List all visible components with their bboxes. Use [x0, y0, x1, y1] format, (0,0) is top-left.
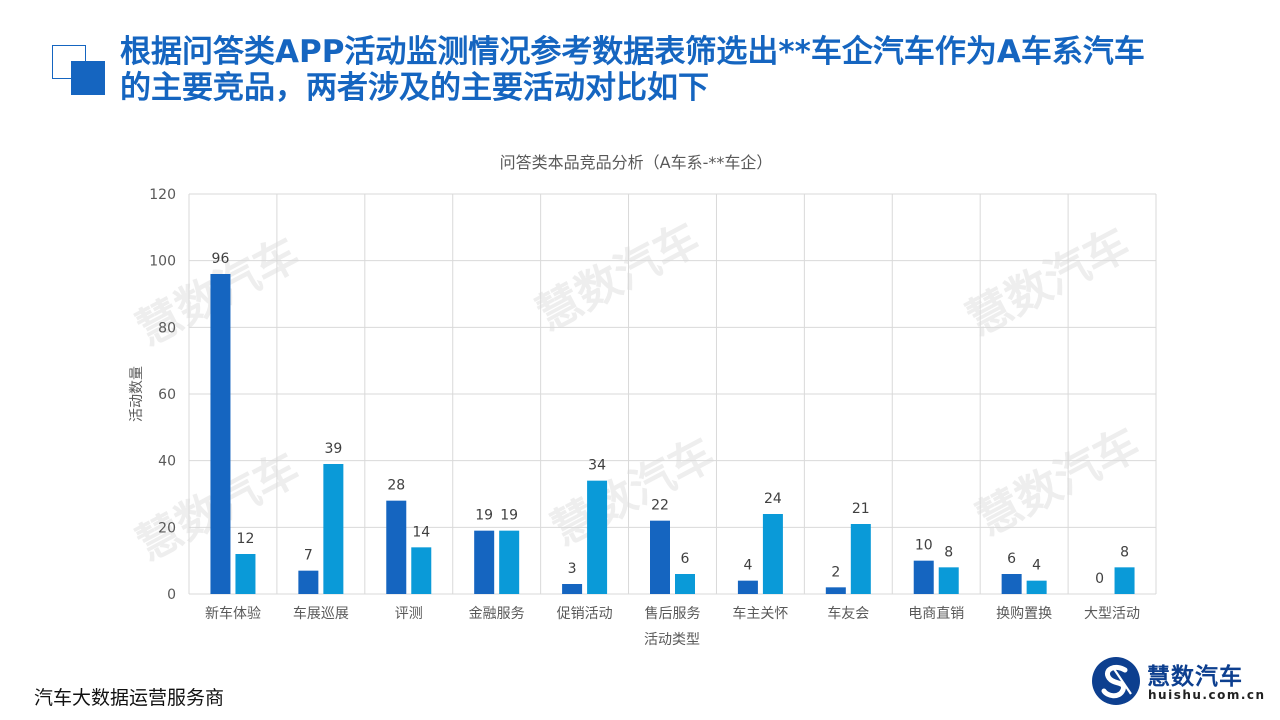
page-title-line1: 根据问答类APP活动监测情况参考数据表筛选出**车企汽车作为A车系汽车	[120, 34, 1145, 70]
data-label-s2-6: 24	[764, 491, 782, 507]
bar-s2-0	[235, 554, 256, 594]
y-axis-title: 活动数量	[129, 366, 145, 422]
title-deco-solid-square	[71, 61, 105, 95]
title-decoration	[52, 45, 108, 99]
watermark-text-4: 慧数汽车	[544, 428, 723, 556]
logo-brand-name: 慧数汽车	[1147, 664, 1243, 690]
x-category-label-0: 新车体验	[205, 605, 261, 622]
footer-tagline: 汽车大数据运营服务商	[34, 687, 225, 709]
data-label-s2-1: 39	[324, 441, 342, 457]
x-category-label-5: 售后服务	[645, 606, 701, 622]
bar-s2-5	[675, 574, 695, 594]
bar-s2-3	[499, 530, 520, 594]
y-tick-label-120: 120	[149, 187, 176, 203]
data-label-s1-10: 0	[1095, 571, 1104, 587]
bar-s1-1	[298, 570, 319, 594]
data-label-s2-5: 6	[681, 551, 690, 567]
y-tick-label-20: 20	[158, 520, 176, 536]
page-title-line2: 的主要竞品，两者涉及的主要活动对比如下	[120, 70, 709, 106]
brand-logo: 慧数汽车 huishu.com.cn	[1090, 655, 1264, 711]
bar-s1-4	[562, 584, 583, 594]
bar-s1-0	[210, 274, 231, 594]
logo-url-text: huishu.com.cn	[1148, 688, 1266, 702]
data-label-s1-6: 4	[743, 558, 752, 574]
data-label-s2-9: 4	[1032, 558, 1041, 574]
data-label-s2-10: 8	[1120, 544, 1129, 560]
bar-s2-7	[850, 524, 871, 594]
data-label-s2-0: 12	[237, 531, 255, 547]
data-label-s1-4: 3	[568, 561, 577, 577]
data-label-s1-8: 10	[915, 538, 933, 554]
y-tick-label-100: 100	[149, 254, 176, 270]
data-label-s2-7: 21	[852, 501, 870, 517]
bar-s2-2	[411, 547, 432, 594]
x-category-label-8: 电商直销	[908, 605, 964, 622]
page-title: 根据问答类APP活动监测情况参考数据表筛选出**车企汽车作为A车系汽车 的主要竞…	[120, 34, 1240, 106]
bar-s1-2	[386, 500, 407, 594]
bar-s1-9	[1001, 574, 1022, 594]
bar-s1-5	[650, 520, 670, 594]
chart-title: 问答类本品竞品分析（A车系-**车企）	[500, 153, 773, 172]
data-label-s1-9: 6	[1007, 551, 1016, 567]
data-label-s2-3: 19	[500, 508, 518, 524]
data-label-s1-5: 22	[651, 498, 669, 514]
bar-s2-1	[323, 464, 344, 594]
y-tick-label-40: 40	[158, 454, 176, 470]
watermark-text-1: 慧数汽车	[529, 213, 708, 341]
x-category-label-3: 金融服务	[469, 606, 525, 622]
x-category-label-4: 促销活动	[557, 606, 613, 622]
bar-s1-6	[737, 580, 758, 594]
chart-grid	[188, 193, 1157, 595]
x-category-label-1: 车展巡展	[293, 605, 349, 622]
bar-s2-4	[587, 480, 608, 594]
data-label-s1-7: 2	[831, 564, 840, 580]
watermark-layer: 慧数汽车慧数汽车慧数汽车慧数汽车慧数汽车慧数汽车	[129, 213, 1148, 571]
x-category-label-7: 车友会	[827, 605, 869, 622]
y-tick-label-60: 60	[158, 387, 176, 403]
data-label-s2-8: 8	[944, 544, 953, 560]
data-label-s1-1: 7	[304, 548, 313, 564]
bar-s2-10	[1114, 567, 1135, 594]
x-category-label-10: 大型活动	[1084, 606, 1140, 622]
bar-s1-7	[825, 587, 846, 594]
data-label-s2-4: 34	[588, 458, 606, 474]
bar-s2-6	[762, 514, 783, 594]
bar-s1-8	[913, 560, 934, 594]
bar-s2-9	[1026, 580, 1047, 594]
x-category-label-9: 换购置换	[996, 605, 1052, 622]
chart-bars	[210, 274, 1135, 594]
data-label-s1-3: 19	[475, 508, 493, 524]
data-label-s1-0: 96	[212, 251, 230, 267]
logo-s-icon	[1092, 657, 1140, 705]
y-tick-label-80: 80	[158, 320, 176, 336]
x-axis-title: 活动类型	[644, 632, 700, 648]
data-label-s1-2: 28	[387, 478, 405, 494]
bar-s2-8	[938, 567, 959, 594]
x-category-label-2: 评测	[395, 606, 423, 622]
bar-s1-3	[474, 530, 495, 594]
data-label-s2-2: 14	[412, 524, 430, 540]
y-tick-label-0: 0	[167, 587, 176, 603]
x-category-label-6: 车主关怀	[732, 605, 788, 622]
